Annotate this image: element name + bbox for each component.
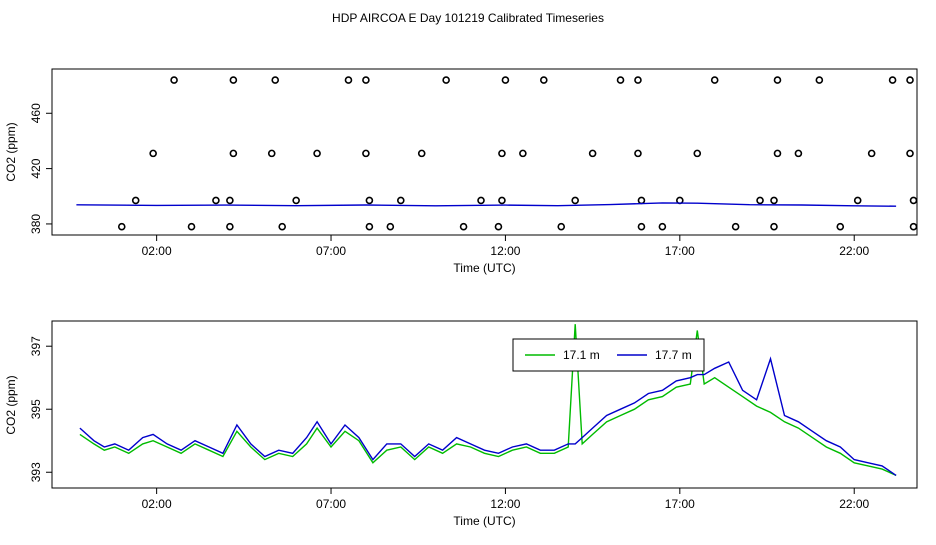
data-point (634, 76, 642, 84)
series-line (79, 356, 897, 476)
x-tick-label: 22:00 (839, 497, 869, 511)
data-point (362, 76, 370, 84)
y-axis-label: CO2 (ppm) (4, 122, 18, 181)
x-tick-label: 17:00 (665, 497, 695, 511)
y-tick-label: 393 (29, 462, 43, 482)
data-point (170, 76, 178, 84)
data-point (557, 222, 566, 231)
data-point (226, 222, 234, 231)
x-tick-label: 07:00 (316, 244, 346, 258)
data-point (836, 222, 845, 231)
data-point (344, 76, 353, 84)
data-point (867, 149, 876, 158)
x-axis-label: Time (UTC) (453, 261, 515, 275)
timeseries-panel-all-levels: 02:00 07:00 12:00 17:00 22:00 Time (UTC) 380 42… (4, 68, 918, 275)
data-point (396, 196, 405, 205)
data-point (637, 196, 646, 205)
data-point (773, 149, 782, 158)
data-point (906, 149, 914, 158)
x-tick-label: 12:00 (490, 497, 520, 511)
data-point (386, 222, 395, 231)
x-tick-label: 02:00 (142, 497, 172, 511)
data-point (417, 149, 426, 158)
data-point (501, 76, 510, 84)
x-tick-label: 02:00 (142, 244, 172, 258)
data-point (770, 222, 778, 231)
data-point (888, 76, 897, 84)
data-point (658, 222, 667, 231)
data-point (292, 196, 300, 205)
timeseries-panel-intake-levels: 02:00 07:00 12:00 17:00 22:00 Time (UTC) 393 39… (4, 320, 918, 528)
data-point (271, 76, 280, 84)
y-tick-label: 420 (29, 158, 43, 178)
data-point (313, 149, 321, 158)
y-tick-label: 397 (29, 336, 43, 356)
data-point (442, 76, 450, 84)
data-point (229, 149, 238, 158)
legend-label: 17.7 m (655, 348, 692, 362)
plot-frame (51, 68, 918, 236)
y-axis-label: CO2 (ppm) (4, 375, 18, 434)
plot-frame (51, 320, 918, 489)
data-point (365, 222, 374, 231)
data-point (616, 76, 625, 84)
data-point (278, 222, 287, 231)
data-point (815, 76, 824, 84)
data-point (519, 149, 527, 158)
data-point (909, 196, 918, 205)
data-point (498, 196, 506, 205)
y-tick-label: 460 (29, 103, 43, 123)
data-point (693, 149, 702, 158)
data-point (498, 149, 506, 158)
y-tick-label: 380 (29, 214, 43, 234)
data-point (117, 222, 126, 231)
data-point (494, 222, 503, 231)
data-point (226, 196, 234, 205)
data-point (477, 196, 485, 205)
data-point (571, 196, 579, 205)
data-point (853, 196, 862, 205)
x-axis-label: Time (UTC) (453, 514, 515, 528)
data-point (187, 222, 196, 231)
data-point (539, 76, 548, 84)
data-point (212, 196, 220, 205)
legend: 17.1 m 17.7 m (512, 338, 705, 372)
data-point (459, 222, 468, 231)
page-title: HDP AIRCOA E Day 101219 Calibrated Times… (332, 11, 604, 25)
data-point (267, 149, 276, 158)
x-tick-label: 07:00 (316, 497, 346, 511)
data-point (794, 149, 803, 158)
data-point (131, 196, 140, 205)
data-point (229, 76, 238, 84)
data-point (770, 196, 778, 205)
series-line (79, 324, 897, 477)
series-line (76, 202, 897, 207)
data-point (906, 76, 914, 84)
data-point (362, 149, 370, 158)
data-point (756, 196, 764, 205)
data-point (637, 222, 646, 231)
data-point (365, 196, 374, 205)
x-tick-label: 22:00 (839, 244, 869, 258)
data-point (909, 222, 918, 231)
x-tick-label: 17:00 (665, 244, 695, 258)
data-point (731, 222, 740, 231)
data-point (710, 76, 719, 84)
data-point (634, 149, 642, 158)
legend-label: 17.1 m (563, 348, 600, 362)
x-tick-label: 12:00 (490, 244, 520, 258)
data-point (149, 149, 157, 158)
data-point (588, 149, 597, 158)
data-point (773, 76, 782, 84)
y-tick-label: 395 (29, 399, 43, 419)
